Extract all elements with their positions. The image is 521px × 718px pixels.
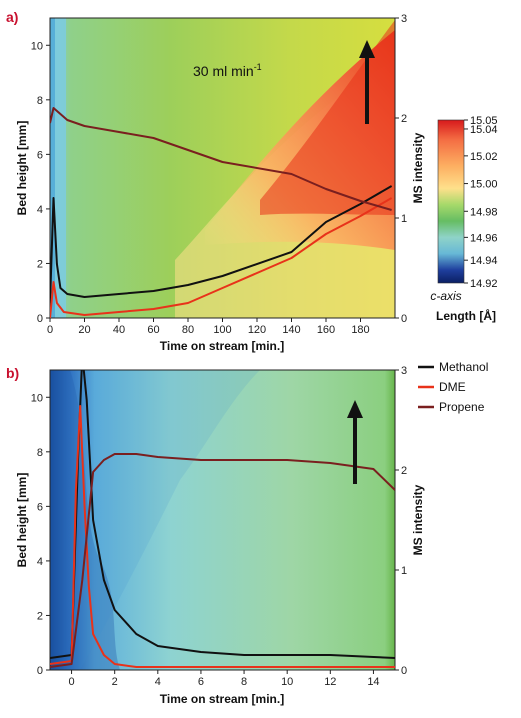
y2-tick-label: 0: [401, 313, 407, 325]
colorbar-tick-label: 15.05: [470, 115, 498, 127]
y2-tick-label: 2: [401, 465, 407, 477]
y-tick-label: 8: [37, 447, 43, 459]
panel-b-frame: [49, 369, 396, 671]
panel-a-xlabel: Time on stream [min.]: [160, 339, 284, 353]
y-tick-label: 2: [37, 610, 43, 622]
panel-b-heatmap: [50, 370, 395, 670]
x-tick-label: 2: [112, 676, 118, 688]
colorbar-tick-label: 15.04: [470, 124, 498, 136]
colorbar-label-1: c-axis: [430, 289, 461, 303]
x-tick-label: 140: [282, 324, 300, 336]
panel-b-xlabel: Time on stream [min.]: [160, 692, 284, 706]
panel-b-series: [50, 370, 395, 668]
colorbar-tick-label: 14.96: [470, 232, 498, 244]
x-tick-label: 80: [182, 324, 194, 336]
series-line-dme: [50, 405, 395, 668]
panel-a-arrow: [359, 40, 375, 124]
panel-b-arrow: [347, 400, 363, 484]
legend-label-methanol: Methanol: [439, 360, 488, 374]
y-tick-label: 0: [37, 313, 43, 325]
panel-a-y2label: MS intensity: [411, 132, 425, 203]
y-tick-label: 0: [37, 665, 43, 677]
y2-tick-label: 3: [401, 365, 407, 377]
x-tick-label: 40: [113, 324, 125, 336]
panel-b-tag: b): [6, 365, 19, 381]
y-tick-label: 6: [37, 149, 43, 161]
x-tick-label: 180: [351, 324, 369, 336]
series-line-dme: [50, 197, 393, 318]
panel-a-annotation: 30 ml min-1: [193, 62, 262, 79]
y-tick-label: 10: [31, 392, 43, 404]
x-tick-label: 0: [69, 676, 75, 688]
y-tick-label: 10: [31, 40, 43, 52]
series-line-propene: [50, 107, 392, 211]
panel-b-ylabel: Bed height [mm]: [15, 473, 29, 568]
colorbar-tick-label: 14.98: [470, 206, 498, 218]
x-tick-label: 14: [367, 676, 379, 688]
panel-a-tag: a): [6, 9, 18, 25]
series-line-methanol: [50, 185, 393, 304]
colorbar-tick-label: 14.92: [470, 278, 498, 290]
x-tick-label: 10: [281, 676, 293, 688]
x-tick-label: 12: [324, 676, 336, 688]
x-tick-label: 60: [147, 324, 159, 336]
legend-label-propene: Propene: [439, 400, 485, 414]
panel-a-heatmap: [50, 18, 395, 318]
x-tick-label: 4: [155, 676, 161, 688]
legend-label-dme: DME: [439, 380, 466, 394]
x-tick-label: 8: [241, 676, 247, 688]
series-line-propene: [50, 453, 395, 668]
colorbar-tick-label: 15.00: [470, 179, 498, 191]
y2-tick-label: 2: [401, 113, 407, 125]
x-tick-label: 120: [248, 324, 266, 336]
colorbar-tick-label: 15.02: [470, 151, 498, 163]
x-tick-label: 160: [317, 324, 335, 336]
x-tick-label: 0: [47, 324, 53, 336]
x-tick-label: 6: [198, 676, 204, 688]
y2-tick-label: 3: [401, 13, 407, 25]
panel-a-ylabel: Bed height [mm]: [15, 121, 29, 216]
colorbar-label-2: Length [Å]: [436, 308, 496, 323]
y2-tick-label: 1: [401, 565, 407, 577]
panel-b-y2label: MS intensity: [411, 484, 425, 555]
y-tick-label: 2: [37, 258, 43, 270]
y-tick-label: 4: [37, 556, 43, 568]
x-tick-label: 100: [213, 324, 231, 336]
colorbar-tick-label: 14.94: [470, 255, 498, 267]
y2-tick-label: 0: [401, 665, 407, 677]
y-tick-label: 6: [37, 501, 43, 513]
y-tick-label: 8: [37, 95, 43, 107]
y-tick-label: 4: [37, 204, 43, 216]
legend: Methanol DME Propene: [418, 360, 488, 414]
y2-tick-label: 1: [401, 213, 407, 225]
x-tick-label: 20: [78, 324, 90, 336]
panel-a-series: [50, 107, 393, 318]
